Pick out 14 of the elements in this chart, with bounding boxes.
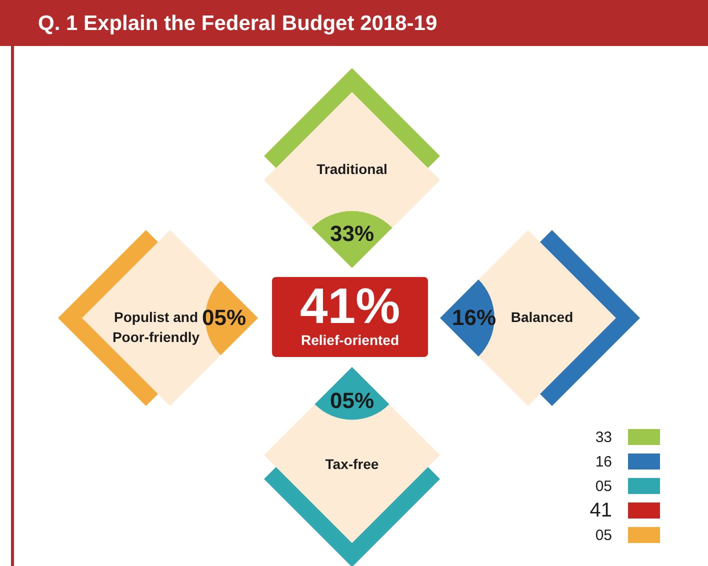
category-label: Populist and Poor-friendly <box>112 309 200 345</box>
category-label: Tax-free <box>325 456 379 472</box>
text: 05 <box>595 527 612 544</box>
data-label: 41% <box>300 278 400 334</box>
category-label: Traditional <box>316 161 388 177</box>
category-label: Relief-oriented <box>300 332 400 348</box>
text: 33 <box>595 429 612 446</box>
text: 16 <box>595 454 612 470</box>
category-label: Balanced <box>510 309 574 325</box>
text: 05 <box>595 478 612 495</box>
data-label: 33% <box>330 221 374 246</box>
text: Q. 1 Explain the Federal Budget 2018-19 <box>38 12 438 35</box>
text: 41 <box>590 500 612 522</box>
data-label: 05% <box>330 388 374 413</box>
